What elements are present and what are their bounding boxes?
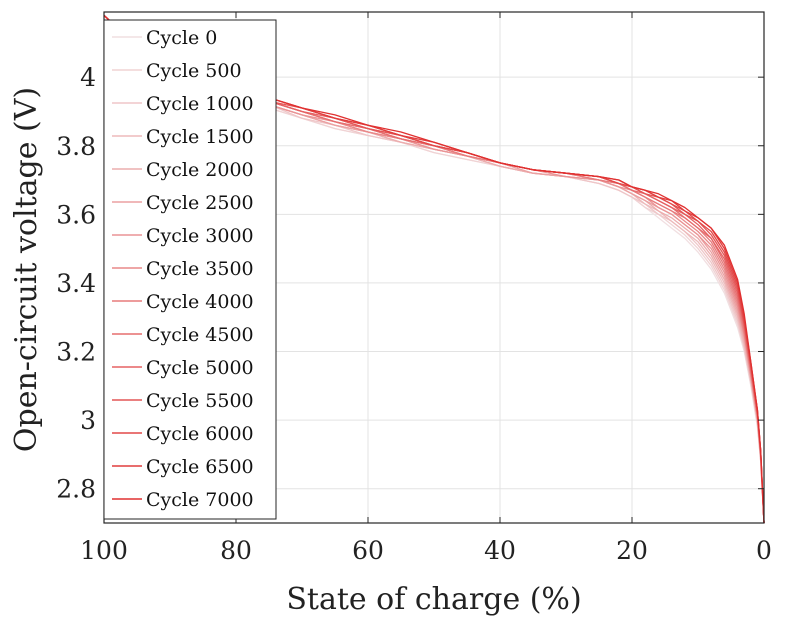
y-tick-label: 3.2 [56, 338, 96, 367]
legend-label-cycle-4500: Cycle 4500 [146, 324, 254, 346]
legend-label-cycle-1000: Cycle 1000 [146, 93, 254, 115]
y-axis-label: Open-circuit voltage (V) [9, 87, 44, 452]
x-tick-labels: 100 80 60 40 20 0 [80, 536, 772, 565]
y-tick-label: 3 [80, 406, 96, 435]
legend-items: Cycle 0 Cycle 500 Cycle 1000 Cycle 1500 Cycl… [112, 27, 254, 511]
x-tick-label: 0 [756, 536, 772, 565]
legend-label-cycle-6000: Cycle 6000 [146, 423, 254, 445]
legend-label-cycle-0: Cycle 0 [146, 27, 217, 49]
y-tick-labels: 2.8 3 3.2 3.4 3.6 3.8 4 [56, 63, 96, 504]
y-tick-label: 2.8 [56, 475, 96, 504]
legend-label-cycle-5500: Cycle 5500 [146, 390, 254, 412]
x-tick-label: 40 [484, 536, 516, 565]
x-axis-label: State of charge (%) [286, 582, 581, 617]
legend-label-cycle-4000: Cycle 4000 [146, 291, 254, 313]
legend-label-cycle-6500: Cycle 6500 [146, 456, 254, 478]
x-tick-label: 20 [616, 536, 648, 565]
legend-label-cycle-3500: Cycle 3500 [146, 258, 254, 280]
legend-label-cycle-500: Cycle 500 [146, 60, 242, 82]
y-tick-label: 4 [80, 63, 96, 92]
legend: Cycle 0 Cycle 500 Cycle 1000 Cycle 1500 Cycl… [103, 19, 277, 520]
legend-label-cycle-3000: Cycle 3000 [146, 225, 254, 247]
y-tick-label: 3.8 [56, 132, 96, 161]
legend-label-cycle-2000: Cycle 2000 [146, 159, 254, 181]
x-tick-label: 100 [80, 536, 128, 565]
y-tick-label: 3.4 [56, 269, 96, 298]
legend-label-cycle-5000: Cycle 5000 [146, 357, 254, 379]
x-tick-label: 80 [220, 536, 252, 565]
y-tick-label: 3.6 [56, 200, 96, 229]
legend-label-cycle-1500: Cycle 1500 [146, 126, 254, 148]
legend-label-cycle-7000: Cycle 7000 [146, 489, 254, 511]
legend-label-cycle-2500: Cycle 2500 [146, 192, 254, 214]
x-tick-label: 60 [352, 536, 384, 565]
